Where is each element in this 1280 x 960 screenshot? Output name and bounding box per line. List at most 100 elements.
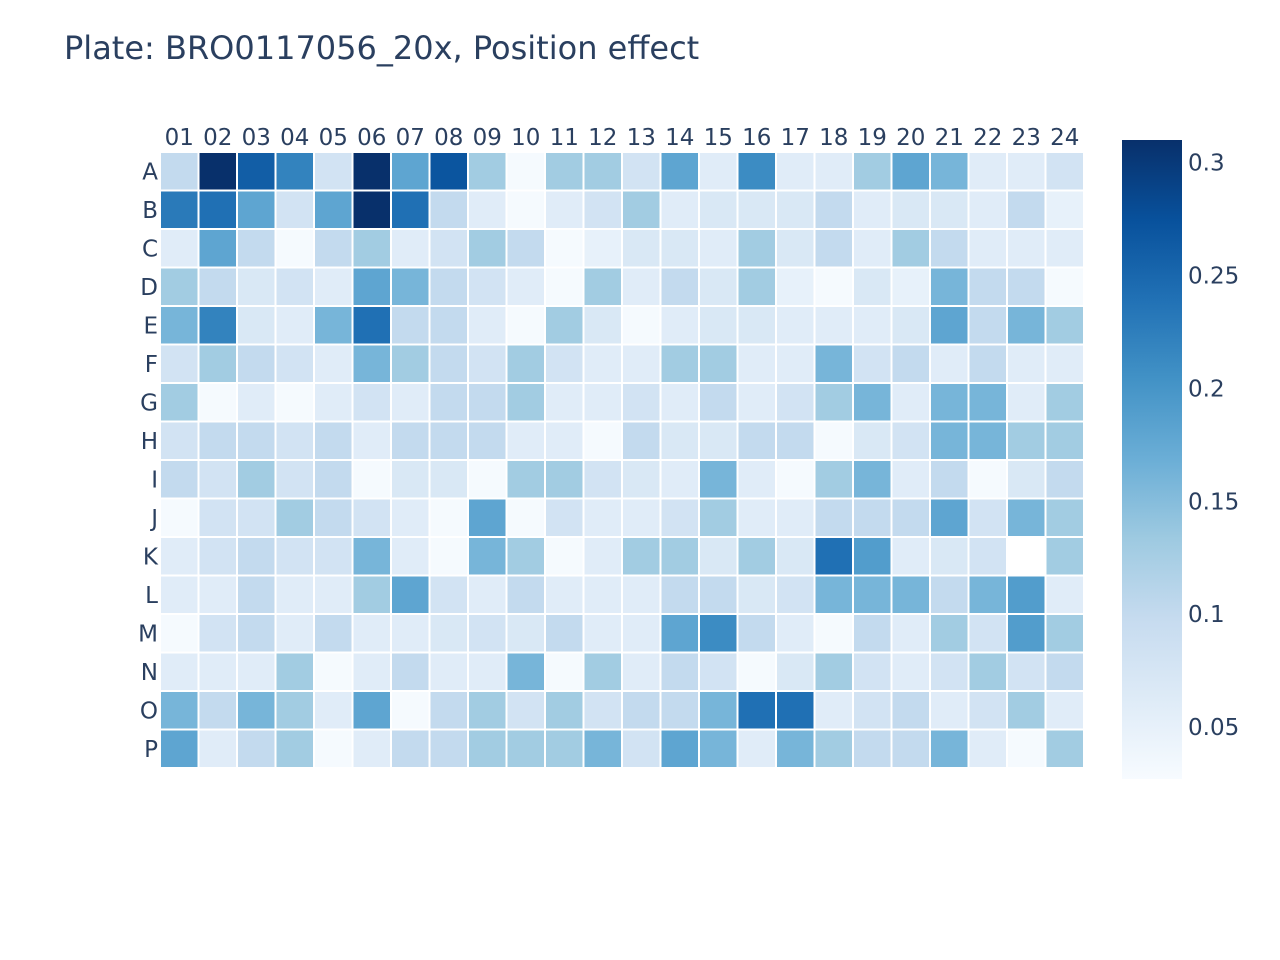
heatmap-cell-M01 (159, 613, 200, 654)
heatmap-cell-G02 (197, 382, 238, 423)
heatmap-cell-O23 (1006, 690, 1047, 731)
heatmap-cell-O12 (582, 690, 623, 731)
heatmap-cell-G11 (544, 382, 585, 423)
heatmap-cell-E03 (236, 305, 277, 346)
heatmap-cell-H17 (775, 420, 816, 461)
heatmap-cell-H14 (659, 420, 700, 461)
heatmap-cell-B11 (544, 189, 585, 230)
heatmap-cell-N18 (813, 651, 854, 692)
heatmap-cell-K08 (428, 536, 469, 577)
y-tick-label: P (144, 737, 158, 763)
heatmap-cell-L24 (1044, 574, 1085, 615)
heatmap-cell-O17 (775, 690, 816, 731)
heatmap-cell-A07 (390, 151, 431, 192)
heatmap-cell-J12 (582, 497, 623, 538)
heatmap-cell-N03 (236, 651, 277, 692)
heatmap-cell-M06 (351, 613, 392, 654)
heatmap-cell-E04 (274, 305, 315, 346)
heatmap-cell-P05 (313, 728, 354, 769)
heatmap-cell-L07 (390, 574, 431, 615)
heatmap-cell-P15 (698, 728, 739, 769)
heatmap-cell-D18 (813, 266, 854, 307)
x-tick-label: 17 (781, 125, 810, 151)
heatmap-cell-K13 (621, 536, 662, 577)
heatmap-cell-H22 (967, 420, 1008, 461)
heatmap-cell-J01 (159, 497, 200, 538)
heatmap-cell-E12 (582, 305, 623, 346)
heatmap-cell-F18 (813, 343, 854, 384)
heatmap-cell-O05 (313, 690, 354, 731)
heatmap-cell-I02 (197, 459, 238, 500)
heatmap-cell-I20 (890, 459, 931, 500)
heatmap-cell-B17 (775, 189, 816, 230)
heatmap-cell-C15 (698, 228, 739, 269)
heatmap-cell-M05 (313, 613, 354, 654)
heatmap-cell-B13 (621, 189, 662, 230)
heatmap-cell-P24 (1044, 728, 1085, 769)
heatmap-cell-B04 (274, 189, 315, 230)
heatmap-cell-P06 (351, 728, 392, 769)
heatmap-cell-C19 (852, 228, 893, 269)
heatmap-cell-F01 (159, 343, 200, 384)
heatmap-cell-C20 (890, 228, 931, 269)
heatmap-cell-K20 (890, 536, 931, 577)
heatmap-cell-C18 (813, 228, 854, 269)
heatmap-cell-F16 (736, 343, 777, 384)
heatmap-cell-C23 (1006, 228, 1047, 269)
heatmap-cell-J09 (467, 497, 508, 538)
heatmap-cell-G15 (698, 382, 739, 423)
heatmap-cell-D21 (929, 266, 970, 307)
heatmap-cell-G08 (428, 382, 469, 423)
heatmap-cell-K15 (698, 536, 739, 577)
heatmap-cell-D20 (890, 266, 931, 307)
heatmap-cell-C06 (351, 228, 392, 269)
heatmap-cell-O07 (390, 690, 431, 731)
colorbar-tick-label: 0.15 (1188, 489, 1239, 515)
heatmap-cell-P07 (390, 728, 431, 769)
heatmap-cell-G16 (736, 382, 777, 423)
x-tick-label: 06 (357, 125, 386, 151)
heatmap-cell-P21 (929, 728, 970, 769)
y-tick-label: K (143, 544, 159, 570)
heatmap-cell-L02 (197, 574, 238, 615)
heatmap-cell-I13 (621, 459, 662, 500)
y-tick-label: O (140, 698, 158, 724)
heatmap-cell-L06 (351, 574, 392, 615)
heatmap-cell-E11 (544, 305, 585, 346)
x-tick-label: 10 (511, 125, 540, 151)
heatmap-cell-A19 (852, 151, 893, 192)
heatmap-cell-N16 (736, 651, 777, 692)
y-tick-label: H (141, 429, 158, 455)
y-tick-label: G (140, 390, 158, 416)
heatmap-cell-I19 (852, 459, 893, 500)
heatmap-cell-P17 (775, 728, 816, 769)
heatmap-cell-L23 (1006, 574, 1047, 615)
heatmap-cell-M09 (467, 613, 508, 654)
heatmap-cell-K17 (775, 536, 816, 577)
heatmap-cell-J19 (852, 497, 893, 538)
heatmap-cell-C03 (236, 228, 277, 269)
heatmap-cell-O14 (659, 690, 700, 731)
heatmap-cell-M22 (967, 613, 1008, 654)
heatmap-cell-N06 (351, 651, 392, 692)
heatmap-cell-B22 (967, 189, 1008, 230)
heatmap-cell-F06 (351, 343, 392, 384)
heatmap-cell-N10 (505, 651, 546, 692)
heatmap-cell-N13 (621, 651, 662, 692)
heatmap-cell-I21 (929, 459, 970, 500)
heatmap-cell-L10 (505, 574, 546, 615)
heatmap-cell-F04 (274, 343, 315, 384)
heatmap-cell-D03 (236, 266, 277, 307)
y-tick-label: D (140, 275, 158, 301)
heatmap-cell-E19 (852, 305, 893, 346)
heatmap-cell-M21 (929, 613, 970, 654)
x-tick-label: 19 (858, 125, 887, 151)
heatmap-cell-D05 (313, 266, 354, 307)
heatmap-cell-A13 (621, 151, 662, 192)
heatmap-cell-A16 (736, 151, 777, 192)
heatmap-cell-J07 (390, 497, 431, 538)
heatmap-cell-I12 (582, 459, 623, 500)
y-tick-label: F (145, 352, 158, 378)
heatmap-cell-P14 (659, 728, 700, 769)
